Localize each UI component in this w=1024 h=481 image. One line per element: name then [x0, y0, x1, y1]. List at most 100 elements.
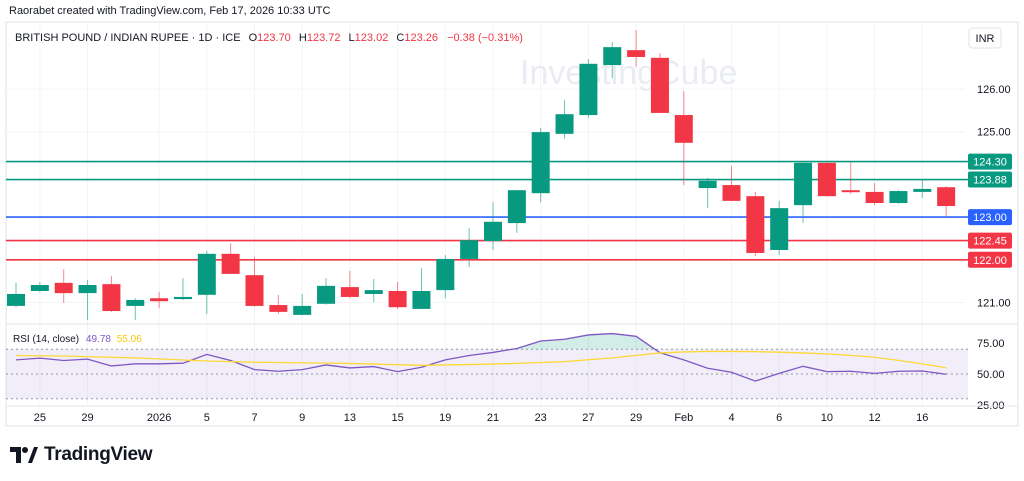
candle-body	[841, 190, 860, 193]
candle	[579, 59, 598, 119]
candle	[436, 255, 455, 299]
candle-body	[364, 290, 383, 294]
candle	[269, 294, 288, 315]
candle	[674, 91, 693, 186]
y-tick-label: 126.00	[977, 84, 1011, 96]
candle	[746, 191, 765, 256]
candle-body	[579, 63, 598, 116]
candle-body	[317, 285, 336, 304]
level-label-bg	[968, 232, 1012, 249]
candle-body	[245, 275, 264, 306]
legend-h-label: H	[299, 32, 307, 44]
candle	[650, 53, 669, 113]
candle-body	[770, 208, 789, 250]
candle	[460, 228, 479, 268]
candle-body	[293, 305, 312, 315]
x-tick-label: 21	[487, 412, 499, 424]
candle	[293, 293, 312, 316]
grid	[6, 23, 965, 405]
rsi-title: RSI (14, close)	[13, 334, 79, 345]
candle	[7, 282, 25, 308]
candle-body	[150, 298, 169, 302]
candle-body	[102, 284, 121, 312]
rsi-overbought-fill	[512, 333, 655, 350]
level-label-bg	[968, 251, 1012, 268]
candle	[78, 279, 97, 321]
candle	[150, 291, 169, 309]
candle-body	[794, 162, 813, 206]
candle-body	[30, 284, 49, 291]
chart-frame	[5, 21, 1019, 427]
candle-body	[126, 299, 145, 306]
level-label: 122.00	[973, 255, 1007, 267]
candle	[841, 162, 860, 195]
legend-c-label: C	[396, 32, 404, 44]
candle-body	[722, 185, 741, 201]
x-tick-label: 25	[34, 412, 46, 424]
x-tick-label: 16	[916, 412, 928, 424]
candle	[770, 200, 789, 256]
legend-high: 123.72	[307, 32, 341, 44]
candle	[102, 276, 121, 312]
x-tick-label: 2026	[147, 412, 171, 424]
rsi-ma-value: 55.06	[117, 334, 142, 345]
legend: BRITISH POUND / INDIAN RUPEE · 1D · ICE …	[15, 32, 523, 44]
candle-body	[674, 115, 693, 143]
candle-body	[937, 187, 956, 206]
rsi-legend: RSI (14, close) 49.78 55.06	[13, 334, 142, 345]
level-label: 124.30	[973, 157, 1007, 169]
candle	[531, 127, 550, 203]
candle	[388, 282, 407, 309]
candle-body	[507, 190, 526, 224]
candle	[555, 100, 574, 139]
currency-button[interactable]: INR	[968, 27, 1002, 49]
x-tick-label: 6	[776, 412, 782, 424]
candle	[507, 190, 526, 233]
candle	[126, 298, 145, 321]
x-tick-label: 4	[728, 412, 734, 424]
level-label-bg	[968, 153, 1012, 170]
tradingview-logo-text: TradingView	[44, 444, 153, 465]
candle	[245, 256, 264, 307]
candle	[794, 162, 813, 224]
rsi-ma-line	[15, 350, 947, 369]
candle-body	[173, 296, 192, 300]
legend-change: −0.38 (−0.31%)	[447, 32, 523, 44]
candle	[221, 243, 240, 274]
candle-body	[627, 50, 646, 57]
x-tick-label: 29	[630, 412, 642, 424]
candle-body	[746, 196, 765, 253]
tradingview-logo[interactable]: TradingView	[10, 444, 153, 466]
candle-body	[269, 305, 288, 312]
candle-body	[531, 132, 550, 194]
candle-body	[889, 191, 908, 204]
credit-text: Raorabet created with TradingView.com, F…	[9, 5, 331, 17]
x-tick-label: 23	[535, 412, 547, 424]
candle	[173, 278, 192, 300]
candle	[913, 179, 932, 198]
time-axis[interactable]: 25 29 2026 5 7 9 13 15 19 21 23 27 29 Feb 4 6 10 12 16	[34, 412, 929, 424]
candle-body	[817, 162, 836, 197]
candle	[364, 279, 383, 303]
candle-body	[698, 180, 717, 189]
level-label-bg	[968, 209, 1012, 226]
rsi-y-tick-label: 75.00	[977, 338, 1005, 350]
y-tick-label: 125.00	[977, 127, 1011, 139]
candle-body	[484, 221, 502, 242]
legend-symbol: BRITISH POUND / INDIAN RUPEE · 1D · ICE	[15, 32, 241, 44]
candle-body	[197, 253, 216, 295]
candle-body	[54, 282, 73, 294]
candle-body	[603, 47, 622, 66]
x-tick-label: 15	[391, 412, 403, 424]
price-axis[interactable]: 126.00 125.00 121.00 124.30 123.88 123.00 122.…	[968, 84, 1012, 310]
candle	[865, 182, 884, 206]
candle-body	[460, 240, 479, 259]
candle	[603, 42, 622, 78]
candle-body	[78, 284, 97, 294]
level-label: 122.45	[973, 236, 1007, 248]
tradingview-logo-icon	[10, 447, 38, 463]
candle	[937, 186, 956, 217]
candle-body	[7, 293, 25, 306]
y-tick-label: 121.00	[977, 298, 1011, 310]
